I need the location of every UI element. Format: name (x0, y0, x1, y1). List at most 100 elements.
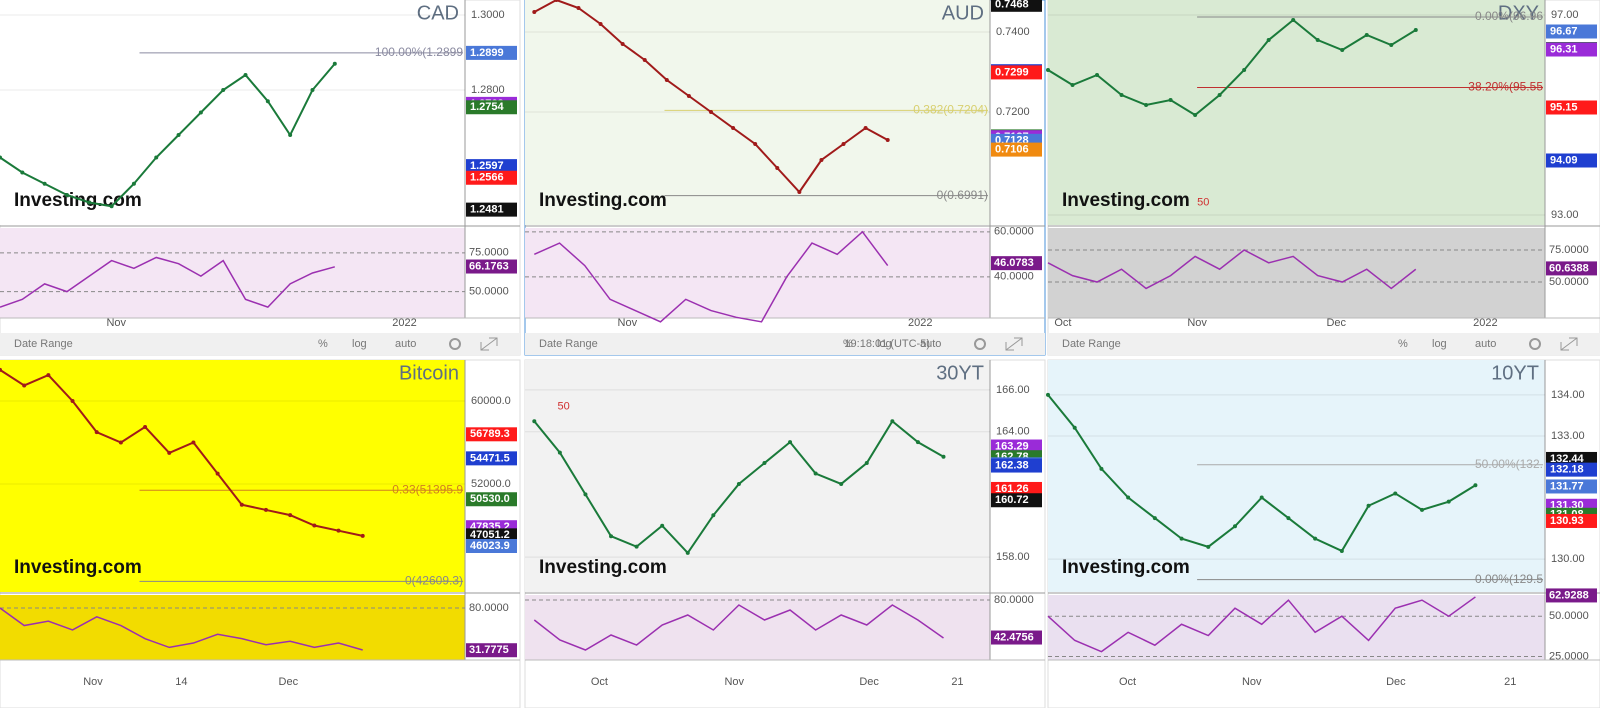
toolbar (0, 333, 520, 355)
rsi-tag (466, 259, 517, 274)
price-point (554, 0, 559, 2)
price-point (176, 133, 181, 137)
price-tag (991, 439, 1042, 454)
price-tag-label: 1.2481 (470, 204, 504, 216)
price-point (1419, 507, 1424, 512)
price-point (598, 22, 603, 26)
rsi-bg (1048, 228, 1545, 318)
price-point (94, 430, 99, 435)
price-point (885, 138, 890, 142)
clock: 19:18:01 (UTC-5) (844, 338, 930, 350)
chart-panel: CAD Investing.com 1.3000 1.2800 100.00%(1.28… (0, 0, 521, 356)
date-label: Nov (618, 317, 638, 329)
price-tag (991, 0, 1042, 12)
price-point (1144, 103, 1149, 107)
price-point (1313, 536, 1318, 541)
price-point (239, 502, 244, 507)
date-label: Dec (1386, 676, 1406, 688)
date-label: Oct (1119, 676, 1136, 688)
fib-label: 0.382(0.7204) (913, 103, 988, 117)
price-tag (1546, 513, 1597, 528)
price-point (685, 550, 690, 555)
price-tag-label: 96.31 (1550, 43, 1578, 55)
price-point (1070, 83, 1075, 87)
date-range-button[interactable]: Date Range (539, 338, 598, 350)
fib-label: 0.00%(96.96 (1475, 9, 1543, 23)
price-point (1179, 536, 1184, 541)
price-point (360, 533, 365, 538)
panel-title: Bitcoin (399, 362, 459, 384)
auto-button[interactable]: auto (395, 338, 416, 350)
rsi-line (0, 256, 336, 309)
price-point (310, 88, 315, 92)
log-button[interactable]: log (877, 338, 892, 350)
settings-icon[interactable] (449, 338, 461, 350)
rsi-line (533, 604, 944, 651)
price-point (1242, 68, 1247, 72)
price-point (143, 424, 148, 429)
price-point (731, 126, 736, 130)
date-label: Dec (1326, 317, 1346, 329)
expand-icon[interactable] (1005, 337, 1023, 351)
log-button[interactable]: log (352, 338, 367, 350)
rsi-tag-label: 60.6388 (1549, 262, 1589, 274)
rsi-bg (0, 595, 465, 660)
rsi-bg (525, 595, 990, 660)
price-point (64, 193, 69, 197)
panel-title: AUD (942, 2, 984, 24)
price-point (863, 126, 868, 130)
price-point (841, 142, 846, 146)
settings-icon[interactable] (1529, 338, 1541, 350)
price-tag (1546, 42, 1597, 57)
price-point (167, 450, 172, 455)
panel-title: 30YT (936, 362, 984, 384)
y-tick-label: 0.7200 (996, 106, 1030, 118)
rsi-tick-label: 50.0000 (469, 286, 509, 298)
price-tag-label: 50530.0 (470, 493, 510, 505)
price-point (788, 440, 793, 445)
price-tag-label: 46023.9 (470, 540, 510, 552)
price-point (620, 42, 625, 46)
price-point (0, 367, 2, 372)
date-label: 2022 (1473, 317, 1497, 329)
percent-button[interactable]: % (318, 338, 328, 350)
rsi-tick-label: 60.0000 (994, 226, 1034, 238)
panel-title: 10YT (1491, 362, 1539, 384)
chart-panel: Bitcoin Investing.com 60000.0 52000.0 0.33(5… (0, 359, 521, 708)
price-point (762, 461, 767, 466)
price-point (1193, 113, 1198, 117)
date-label: Nov (83, 676, 103, 688)
date-label: 14 (175, 676, 187, 688)
percent-button[interactable]: % (1398, 338, 1408, 350)
watermark: Investing.com (539, 190, 667, 211)
date-label: Nov (1187, 317, 1207, 329)
price-tag (1546, 462, 1597, 477)
expand-icon[interactable] (480, 337, 498, 351)
rsi-tag-label: 62.9288 (1549, 589, 1589, 601)
expand-icon[interactable] (1560, 337, 1578, 351)
price-point (0, 155, 2, 160)
settings-icon[interactable] (974, 338, 986, 350)
toolbar (1048, 333, 1600, 355)
rsi-line (1047, 249, 1417, 290)
price-point (634, 544, 639, 549)
auto-button[interactable]: auto (1475, 338, 1496, 350)
log-button[interactable]: log (1432, 338, 1447, 350)
price-tag-label: 130.93 (1550, 515, 1584, 527)
date-range-button[interactable]: Date Range (14, 338, 73, 350)
price-point (288, 513, 293, 518)
price-point (711, 513, 716, 518)
date-label: Nov (106, 317, 126, 329)
price-point (109, 204, 114, 209)
date-label: 2022 (392, 317, 416, 329)
price-point (642, 58, 647, 62)
price-tag (991, 458, 1042, 473)
auto-button[interactable]: auto (920, 338, 941, 350)
price-point (70, 399, 75, 404)
price-point (1046, 68, 1050, 72)
fib-label: 50.00%(132. (1475, 457, 1543, 471)
date-range-button[interactable]: Date Range (1062, 338, 1121, 350)
panel-title: DXY (1498, 2, 1539, 24)
price-point (576, 6, 581, 10)
percent-button[interactable]: % (843, 338, 853, 350)
